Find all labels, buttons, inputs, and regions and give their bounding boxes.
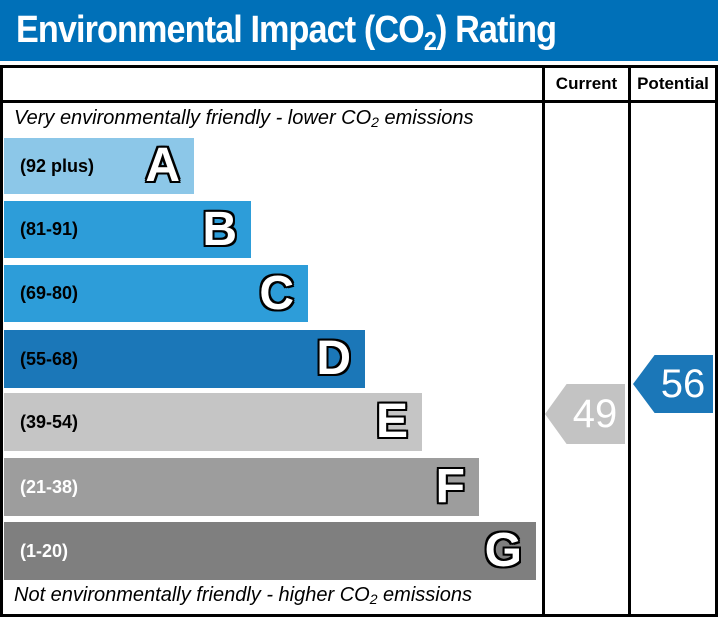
top-note: Very environmentally friendly - lower CO… xyxy=(14,107,473,130)
band-b-letter: B xyxy=(202,202,237,256)
band-row-e: (39-54) E xyxy=(4,393,422,451)
potential-rating-value: 56 xyxy=(660,361,706,406)
column-header-potential: Potential xyxy=(637,74,709,93)
band-c-range: (69-80) xyxy=(20,283,79,303)
page-title-suffix: ) Rating xyxy=(436,9,557,51)
band-f-letter: F xyxy=(435,460,465,513)
column-divider-potential xyxy=(628,68,631,614)
band-row-d: (55-68) D xyxy=(4,330,365,388)
band-row-g: (1-20) G xyxy=(4,522,536,580)
top-note-prefix: Very environmentally friendly - lower CO xyxy=(14,107,372,129)
band-a-range: (92 plus) xyxy=(20,155,95,176)
page-title: Environmental Impact (CO2) Rating xyxy=(16,0,557,64)
band-row-f: (21-38) F xyxy=(4,458,479,516)
band-row-c: (69-80) C xyxy=(4,265,308,322)
bottom-note-subscript: 2 xyxy=(369,591,378,607)
band-e-letter: E xyxy=(375,395,408,448)
bottom-note-prefix: Not environmentally friendly - higher CO xyxy=(14,584,370,606)
band-a-letter: A xyxy=(145,139,180,192)
band-c-letter: C xyxy=(259,266,294,320)
band-g-letter: G xyxy=(484,524,522,577)
band-row-b: (81-91) B xyxy=(4,201,251,258)
current-rating-value: 49 xyxy=(572,391,618,436)
bottom-note: Not environmentally friendly - higher CO… xyxy=(14,584,472,607)
column-divider-current xyxy=(542,68,545,614)
band-g-range: (1-20) xyxy=(20,540,69,561)
top-note-subscript: 2 xyxy=(371,114,379,130)
band-f-range: (21-38) xyxy=(20,476,79,497)
title-bar: Environmental Impact (CO2) Rating xyxy=(0,0,718,61)
column-header-current: Current xyxy=(555,74,618,93)
band-d-range: (55-68) xyxy=(20,348,79,369)
bottom-note-suffix: emissions xyxy=(377,584,472,606)
band-e-range: (39-54) xyxy=(20,411,79,432)
page-title-subscript: 2 xyxy=(423,26,437,56)
band-b-range: (81-91) xyxy=(20,219,79,239)
header-row-divider xyxy=(3,100,715,103)
top-note-suffix: emissions xyxy=(378,107,474,129)
page-title-prefix: Environmental Impact (CO xyxy=(16,9,425,51)
band-d-letter: D xyxy=(316,332,351,385)
band-row-a: (92 plus) A xyxy=(4,138,194,194)
